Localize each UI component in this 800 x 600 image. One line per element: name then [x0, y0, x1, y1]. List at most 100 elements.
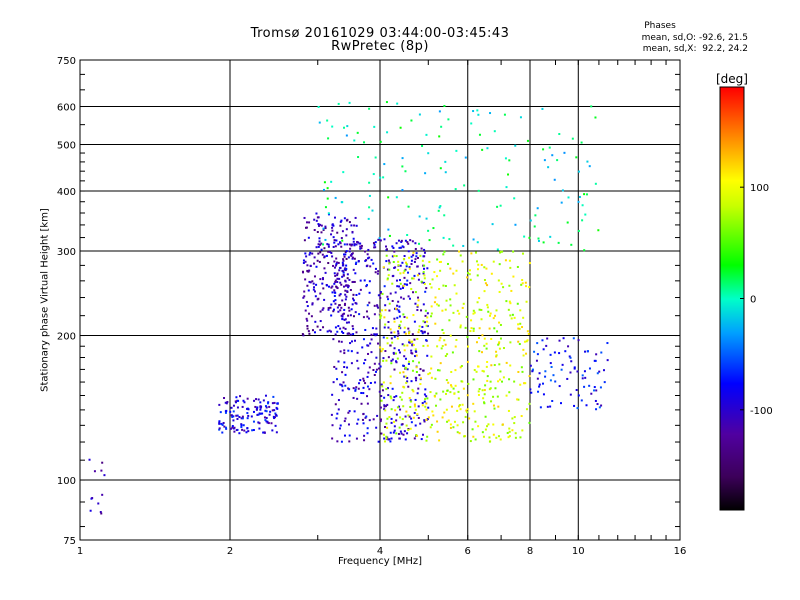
scatter-point: [423, 251, 426, 254]
scatter-point: [235, 414, 238, 417]
scatter-point: [274, 424, 277, 427]
scatter-point: [341, 275, 344, 278]
colorbar-band: [720, 388, 744, 390]
scatter-point: [341, 201, 344, 204]
scatter-point: [383, 404, 386, 407]
scatter-point: [350, 254, 353, 257]
scatter-point: [339, 266, 342, 269]
scatter-point: [342, 381, 345, 384]
scatter-point: [370, 333, 373, 336]
colorbar-band: [720, 342, 744, 344]
scatter-point: [325, 284, 328, 287]
scatter-point: [252, 429, 255, 432]
scatter-point: [449, 423, 452, 426]
colorbar-band: [720, 486, 744, 488]
colorbar-band: [720, 333, 744, 335]
scatter-point: [340, 440, 343, 443]
scatter-point: [259, 405, 262, 408]
scatter-point: [376, 414, 379, 417]
scatter-point: [377, 440, 380, 443]
scatter-point: [232, 419, 235, 422]
scatter-point: [433, 301, 436, 304]
colorbar-band: [720, 433, 744, 435]
scatter-point: [380, 383, 383, 386]
scatter-point: [513, 316, 516, 319]
scatter-point: [415, 377, 418, 380]
scatter-point: [266, 421, 269, 424]
scatter-point: [327, 308, 330, 311]
scatter-point: [400, 398, 403, 401]
scatter-point: [349, 333, 352, 336]
scatter-point: [482, 370, 485, 373]
scatter-point: [273, 409, 276, 412]
scatter-point: [403, 430, 406, 433]
scatter-point: [403, 349, 406, 352]
colorbar-band: [720, 340, 744, 342]
scatter-point: [242, 424, 245, 427]
scatter-point: [309, 281, 312, 284]
scatter-point: [432, 414, 435, 417]
colorbar-band: [720, 317, 744, 319]
scatter-point: [332, 310, 335, 313]
scatter-point: [507, 308, 510, 311]
colorbar-band: [720, 180, 744, 182]
scatter-point: [415, 379, 418, 382]
colorbar-band: [720, 485, 744, 487]
colorbar-band: [720, 361, 744, 363]
scatter-point: [492, 433, 495, 436]
scatter-point: [307, 289, 310, 292]
scatter-point: [332, 245, 335, 248]
scatter-point: [304, 278, 307, 281]
scatter-point: [241, 405, 244, 408]
scatter-point: [537, 237, 540, 240]
scatter-point: [346, 332, 349, 335]
scatter-point: [382, 176, 385, 179]
colorbar-band: [720, 202, 744, 204]
scatter-point: [434, 377, 437, 380]
scatter-point: [374, 271, 377, 274]
colorbar-band: [720, 88, 744, 90]
scatter-point: [450, 385, 453, 388]
y-tick-label: 500: [57, 141, 76, 152]
scatter-point: [372, 242, 375, 245]
scatter-point: [411, 333, 414, 336]
colorbar-band: [720, 421, 744, 423]
scatter-point: [353, 224, 356, 227]
scatter-point: [344, 298, 347, 301]
colorbar-band: [720, 505, 744, 507]
scatter-point: [583, 370, 586, 373]
colorbar-band: [720, 321, 744, 323]
colorbar-band: [720, 221, 744, 223]
scatter-point: [355, 261, 358, 264]
scatter-point: [402, 271, 405, 274]
colorbar-band: [720, 429, 744, 431]
colorbar-band: [720, 504, 744, 506]
scatter-point: [429, 283, 432, 286]
scatter-point: [410, 340, 413, 343]
scatter-point: [220, 422, 223, 425]
scatter-point: [399, 396, 402, 399]
scatter-point: [513, 380, 516, 383]
scatter-point: [462, 302, 465, 305]
colorbar-band: [720, 148, 744, 150]
scatter-point: [425, 339, 428, 342]
scatter-point: [308, 253, 311, 256]
scatter-point: [333, 241, 336, 244]
colorbar-band: [720, 393, 744, 395]
scatter-point: [339, 220, 342, 223]
scatter-point: [302, 271, 305, 274]
colorbar-band: [720, 187, 744, 189]
scatter-point: [521, 278, 524, 281]
scatter-point: [416, 413, 419, 416]
colorbar-band: [720, 239, 744, 241]
x-tick-label: 4: [377, 546, 383, 557]
colorbar-band: [720, 467, 744, 469]
scatter-point: [399, 320, 402, 323]
scatter-point: [406, 316, 409, 319]
scatter-point: [393, 335, 396, 338]
scatter-point: [397, 349, 400, 352]
scatter-point: [418, 242, 421, 245]
scatter-point: [343, 352, 346, 355]
scatter-point: [414, 291, 417, 294]
